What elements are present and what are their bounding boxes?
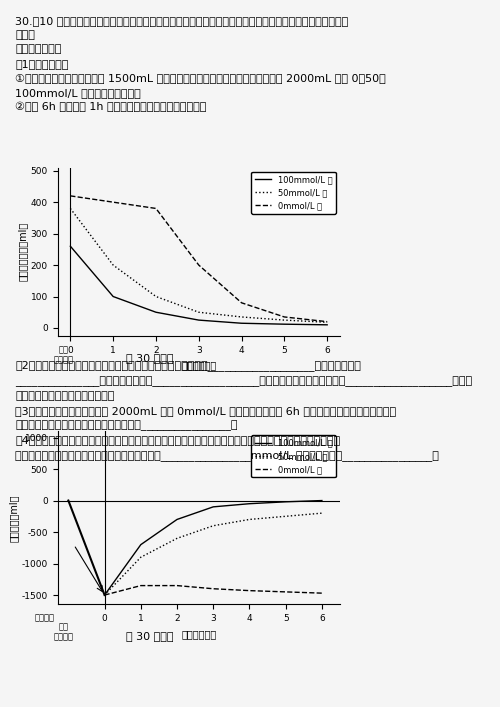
0mmol/L 钠 bbox=[174, 581, 180, 590]
0mmol/L 钠 bbox=[319, 589, 325, 597]
Line: 0mmol/L 钠: 0mmol/L 钠 bbox=[70, 196, 327, 322]
0mmol/L 钠 bbox=[282, 588, 288, 596]
0mmol/L 钠 bbox=[153, 204, 159, 213]
Text: 第 30 题图甲: 第 30 题图甲 bbox=[126, 354, 174, 363]
0mmol/L 钠 bbox=[110, 198, 116, 206]
Text: 30.（10 分）为研究含三种含钠量不同的运动饮料的补水效果，某研究小组开展了一项有关运动后补充水分的
实验。
回答下列问题：
（1）实验思路：
①让参与者进行: 30.（10 分）为研究含三种含钠量不同的运动饮料的补水效果，某研究小组开展了一… bbox=[15, 16, 386, 112]
X-axis label: 时间（小时）: 时间（小时） bbox=[181, 360, 216, 370]
100mmol/L 钠 bbox=[319, 496, 325, 505]
Text: （2）参与者在运动过程中汗腺分泌量会增大，皮肤毛细血管出现___________________现象，这主要是
_______________调节的结果。同时_: （2）参与者在运动过程中汗腺分泌量会增大，皮肤毛细血管出现___________… bbox=[15, 361, 472, 460]
100mmol/L 钠 bbox=[282, 320, 288, 329]
0mmol/L 钠 bbox=[238, 298, 244, 307]
Line: 100mmol/L 钠: 100mmol/L 钠 bbox=[104, 501, 322, 595]
50mmol/L 钠 bbox=[210, 522, 216, 530]
0mmol/L 钠 bbox=[138, 581, 144, 590]
50mmol/L 钠 bbox=[282, 512, 288, 520]
Line: 0mmol/L 钠: 0mmol/L 钠 bbox=[104, 585, 322, 595]
Text: 饮用
运动饮料: 饮用 运动饮料 bbox=[54, 345, 74, 364]
50mmol/L 钠 bbox=[196, 308, 202, 317]
100mmol/L 钠 bbox=[210, 503, 216, 511]
50mmol/L 钠 bbox=[282, 316, 288, 325]
50mmol/L 钠 bbox=[238, 312, 244, 321]
Line: 50mmol/L 钠: 50mmol/L 钠 bbox=[70, 209, 327, 322]
Line: 50mmol/L 钠: 50mmol/L 钠 bbox=[104, 513, 322, 595]
Line: 100mmol/L 钠: 100mmol/L 钠 bbox=[70, 246, 327, 325]
50mmol/L 钠 bbox=[246, 515, 252, 524]
Legend: 100mmol/L 钠, 50mmol/L 钠, 0mmol/L 钠: 100mmol/L 钠, 50mmol/L 钠, 0mmol/L 钠 bbox=[251, 172, 336, 214]
0mmol/L 钠 bbox=[68, 192, 73, 200]
50mmol/L 钠 bbox=[138, 553, 144, 561]
100mmol/L 钠 bbox=[238, 319, 244, 327]
100mmol/L 钠 bbox=[153, 308, 159, 317]
Y-axis label: 净体液量（ml）: 净体液量（ml） bbox=[8, 494, 19, 542]
Text: 第 30 题图乙: 第 30 题图乙 bbox=[126, 631, 174, 641]
100mmol/L 钠 bbox=[138, 540, 144, 549]
100mmol/L 钠 bbox=[174, 515, 180, 524]
50mmol/L 钠 bbox=[324, 318, 330, 327]
Text: 运动完毕: 运动完毕 bbox=[35, 614, 55, 623]
0mmol/L 钠 bbox=[196, 261, 202, 269]
100mmol/L 钠 bbox=[68, 242, 73, 250]
0mmol/L 钠 bbox=[102, 591, 107, 600]
Y-axis label: 每段尿液体积（ml）: 每段尿液体积（ml） bbox=[18, 222, 28, 281]
Legend: 100mmol/L 钠, 50mmol/L 钠, 0mmol/L 钠: 100mmol/L 钠, 50mmol/L 钠, 0mmol/L 钠 bbox=[251, 436, 336, 477]
50mmol/L 钠 bbox=[68, 204, 73, 213]
100mmol/L 钠 bbox=[324, 320, 330, 329]
100mmol/L 钠 bbox=[196, 316, 202, 325]
50mmol/L 钠 bbox=[153, 292, 159, 300]
0mmol/L 钠 bbox=[324, 317, 330, 326]
Text: 饮用
运动饮料: 饮用 运动饮料 bbox=[54, 622, 74, 641]
100mmol/L 钠 bbox=[282, 498, 288, 506]
50mmol/L 钠 bbox=[102, 591, 107, 600]
50mmol/L 钠 bbox=[110, 261, 116, 269]
100mmol/L 钠 bbox=[246, 499, 252, 508]
100mmol/L 钠 bbox=[102, 591, 107, 600]
100mmol/L 钠 bbox=[110, 292, 116, 300]
0mmol/L 钠 bbox=[282, 312, 288, 321]
0mmol/L 钠 bbox=[210, 585, 216, 593]
50mmol/L 钠 bbox=[319, 509, 325, 518]
X-axis label: 时间（小时）: 时间（小时） bbox=[181, 629, 216, 638]
50mmol/L 钠 bbox=[174, 534, 180, 542]
0mmol/L 钠 bbox=[246, 586, 252, 595]
